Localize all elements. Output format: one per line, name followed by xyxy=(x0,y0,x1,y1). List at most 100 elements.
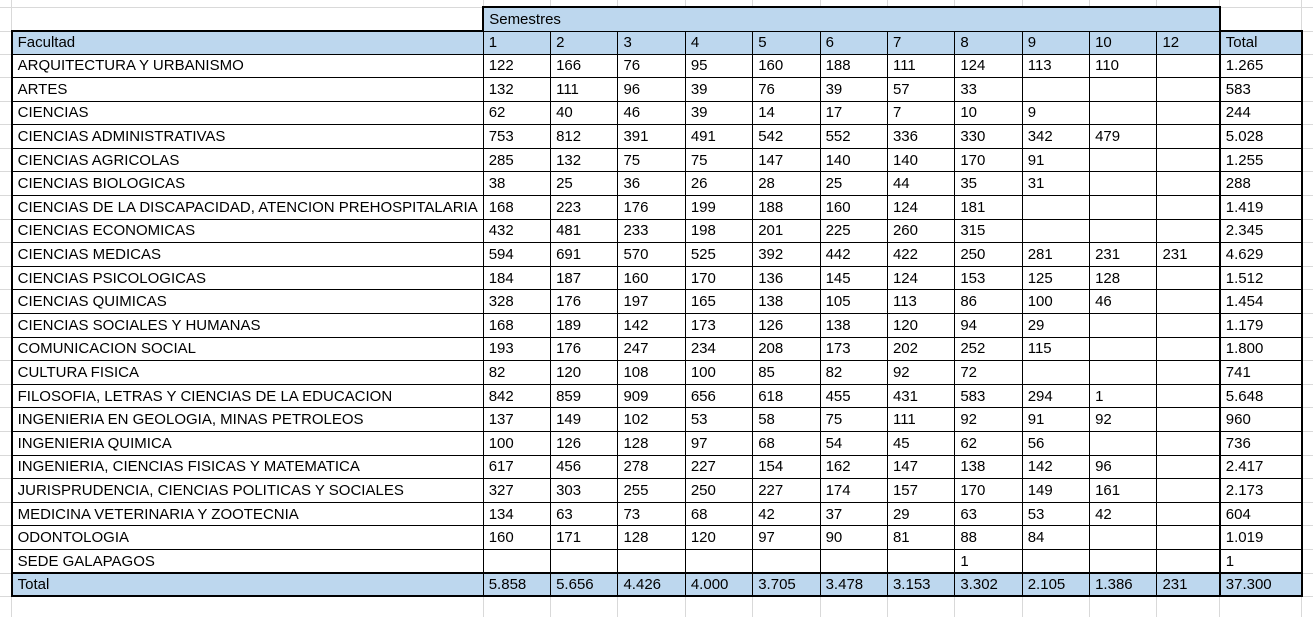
semester-value-cell[interactable]: 53 xyxy=(684,407,754,432)
row-total-cell[interactable]: 1.265 xyxy=(1218,53,1303,79)
semester-value-cell[interactable]: 187 xyxy=(550,265,619,291)
semester-value-cell[interactable]: 227 xyxy=(684,454,754,480)
semester-value-cell[interactable] xyxy=(752,548,821,574)
semester-value-cell[interactable]: 44 xyxy=(886,171,956,197)
semester-value-cell[interactable]: 95 xyxy=(684,53,754,79)
facultad-column-header[interactable]: Facultad xyxy=(10,30,484,55)
semester-column-header[interactable]: 5 xyxy=(752,30,821,55)
semester-value-cell[interactable] xyxy=(617,548,686,574)
semester-value-cell[interactable]: 137 xyxy=(482,407,552,432)
totals-cell[interactable]: 5.656 xyxy=(550,572,619,598)
semester-value-cell[interactable]: 39 xyxy=(684,77,754,102)
totals-cell[interactable]: 1.386 xyxy=(1089,572,1158,598)
semester-value-cell[interactable]: 72 xyxy=(954,360,1023,385)
row-total-cell[interactable]: 288 xyxy=(1218,171,1303,197)
semester-value-cell[interactable] xyxy=(550,548,619,574)
semester-value-cell[interactable]: 281 xyxy=(1021,242,1091,267)
semester-value-cell[interactable]: 160 xyxy=(819,195,888,220)
semester-value-cell[interactable]: 42 xyxy=(1089,501,1158,527)
semester-value-cell[interactable]: 92 xyxy=(954,407,1023,432)
semester-value-cell[interactable]: 92 xyxy=(886,360,956,385)
semester-value-cell[interactable]: 75 xyxy=(617,147,686,173)
facultad-cell[interactable]: CIENCIAS PSICOLOGICAS xyxy=(10,265,484,291)
row-total-cell[interactable]: 244 xyxy=(1218,100,1303,126)
semester-value-cell[interactable] xyxy=(1089,218,1158,244)
semester-value-cell[interactable]: 327 xyxy=(482,478,552,503)
semester-value-cell[interactable]: 481 xyxy=(550,218,619,244)
row-total-cell[interactable]: 1.255 xyxy=(1218,147,1303,173)
semester-column-header[interactable]: 6 xyxy=(819,30,888,55)
semester-value-cell[interactable]: 91 xyxy=(1021,147,1091,173)
semester-column-header[interactable]: 3 xyxy=(617,30,686,55)
semester-value-cell[interactable]: 552 xyxy=(819,124,888,149)
row-total-cell[interactable]: 583 xyxy=(1218,77,1303,102)
semester-value-cell[interactable]: 124 xyxy=(954,53,1023,79)
semester-value-cell[interactable] xyxy=(1156,100,1221,126)
semester-value-cell[interactable]: 208 xyxy=(752,336,821,362)
totals-row-label[interactable]: Total xyxy=(10,572,484,598)
semester-value-cell[interactable]: 170 xyxy=(954,147,1023,173)
semester-value-cell[interactable]: 37 xyxy=(819,501,888,527)
semester-value-cell[interactable]: 247 xyxy=(617,336,686,362)
semester-value-cell[interactable]: 29 xyxy=(1021,313,1091,338)
semester-value-cell[interactable]: 33 xyxy=(954,77,1023,102)
semester-value-cell[interactable]: 154 xyxy=(752,454,821,480)
semester-value-cell[interactable]: 134 xyxy=(482,501,552,527)
facultad-cell[interactable]: FILOSOFIA, LETRAS Y CIENCIAS DE LA EDUCA… xyxy=(10,383,484,409)
semester-value-cell[interactable]: 278 xyxy=(617,454,686,480)
row-total-cell[interactable]: 2.173 xyxy=(1218,478,1303,503)
semester-value-cell[interactable]: 138 xyxy=(752,289,821,315)
semester-column-header[interactable]: 10 xyxy=(1089,30,1158,55)
facultad-cell[interactable]: CIENCIAS SOCIALES Y HUMANAS xyxy=(10,313,484,338)
semester-value-cell[interactable]: 120 xyxy=(886,313,956,338)
semester-value-cell[interactable]: 110 xyxy=(1089,53,1158,79)
facultad-cell[interactable]: CULTURA FISICA xyxy=(10,360,484,385)
semester-value-cell[interactable]: 491 xyxy=(684,124,754,149)
facultad-cell[interactable]: COMUNICACION SOCIAL xyxy=(10,336,484,362)
semester-column-header[interactable]: 4 xyxy=(684,30,754,55)
row-total-cell[interactable]: 604 xyxy=(1218,501,1303,527)
semester-value-cell[interactable]: 161 xyxy=(1089,478,1158,503)
semester-value-cell[interactable]: 168 xyxy=(482,195,552,220)
facultad-cell[interactable]: CIENCIAS BIOLOGICAS xyxy=(10,171,484,197)
row-total-cell[interactable]: 4.629 xyxy=(1218,242,1303,267)
semester-value-cell[interactable]: 113 xyxy=(1021,53,1091,79)
semester-value-cell[interactable]: 115 xyxy=(1021,336,1091,362)
semester-value-cell[interactable]: 125 xyxy=(1021,265,1091,291)
row-total-cell[interactable]: 1.419 xyxy=(1218,195,1303,220)
semester-value-cell[interactable] xyxy=(1156,195,1221,220)
semester-value-cell[interactable]: 122 xyxy=(482,53,552,79)
totals-cell[interactable]: 2.105 xyxy=(1021,572,1091,598)
semester-value-cell[interactable]: 842 xyxy=(482,383,552,409)
total-column-header[interactable]: Total xyxy=(1218,30,1303,55)
semester-column-header[interactable]: 1 xyxy=(482,30,552,55)
semester-value-cell[interactable]: 96 xyxy=(1089,454,1158,480)
row-total-cell[interactable]: 5.028 xyxy=(1218,124,1303,149)
semester-value-cell[interactable]: 255 xyxy=(617,478,686,503)
semester-value-cell[interactable]: 173 xyxy=(684,313,754,338)
semester-value-cell[interactable]: 691 xyxy=(550,242,619,267)
semester-value-cell[interactable]: 328 xyxy=(482,289,552,315)
row-total-cell[interactable]: 1.019 xyxy=(1218,525,1303,550)
semester-value-cell[interactable] xyxy=(1156,124,1221,149)
semester-value-cell[interactable]: 149 xyxy=(1021,478,1091,503)
semester-value-cell[interactable]: 391 xyxy=(617,124,686,149)
semester-value-cell[interactable] xyxy=(1156,360,1221,385)
semester-value-cell[interactable]: 126 xyxy=(752,313,821,338)
semester-value-cell[interactable]: 31 xyxy=(1021,171,1091,197)
semester-value-cell[interactable]: 188 xyxy=(819,53,888,79)
totals-cell[interactable]: 3.705 xyxy=(752,572,821,598)
semester-value-cell[interactable]: 176 xyxy=(617,195,686,220)
semester-value-cell[interactable]: 165 xyxy=(684,289,754,315)
semester-value-cell[interactable]: 57 xyxy=(886,77,956,102)
semester-value-cell[interactable]: 124 xyxy=(886,265,956,291)
semester-value-cell[interactable] xyxy=(1089,77,1158,102)
semester-value-cell[interactable] xyxy=(1021,195,1091,220)
semester-value-cell[interactable] xyxy=(1156,501,1221,527)
row-total-cell[interactable]: 741 xyxy=(1218,360,1303,385)
facultad-cell[interactable]: CIENCIAS QUIMICAS xyxy=(10,289,484,315)
row-total-cell[interactable]: 5.648 xyxy=(1218,383,1303,409)
row-total-cell[interactable]: 1.454 xyxy=(1218,289,1303,315)
semester-value-cell[interactable]: 39 xyxy=(819,77,888,102)
semester-value-cell[interactable]: 25 xyxy=(550,171,619,197)
